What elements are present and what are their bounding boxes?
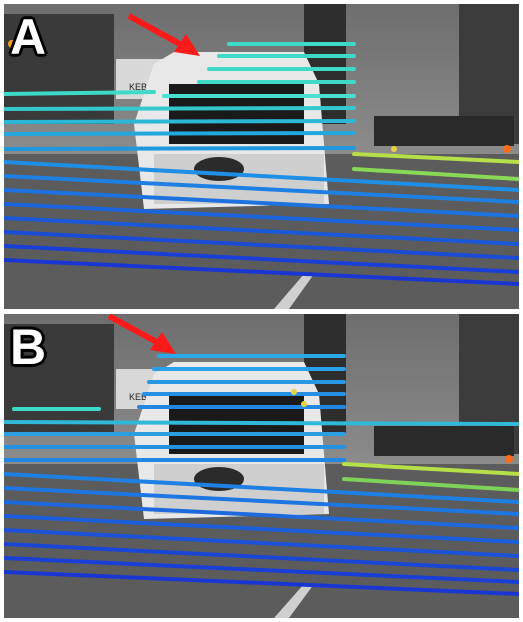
panel-a-label: A [10,9,47,65]
panel-b: KEBAB [4,314,519,618]
building-left [4,14,114,124]
panel-b-label: B [10,319,47,375]
arrow-b [107,314,176,354]
road-marking [274,584,314,618]
shop-sign-text: KEBAB [129,82,159,92]
panel-a: KEBAB [4,4,519,309]
shop-sign-text: KEBAB [129,392,159,402]
fence-right [374,426,514,456]
panel-a-scene: KEBAB [4,4,519,309]
lidar-points-a [4,40,519,286]
road-marking [274,274,314,309]
lidar-points-b [4,354,519,596]
building-left [4,324,114,434]
arrow-a [127,13,200,56]
panel-b-scene: KEBAB [4,314,519,618]
fence-right [374,116,514,146]
